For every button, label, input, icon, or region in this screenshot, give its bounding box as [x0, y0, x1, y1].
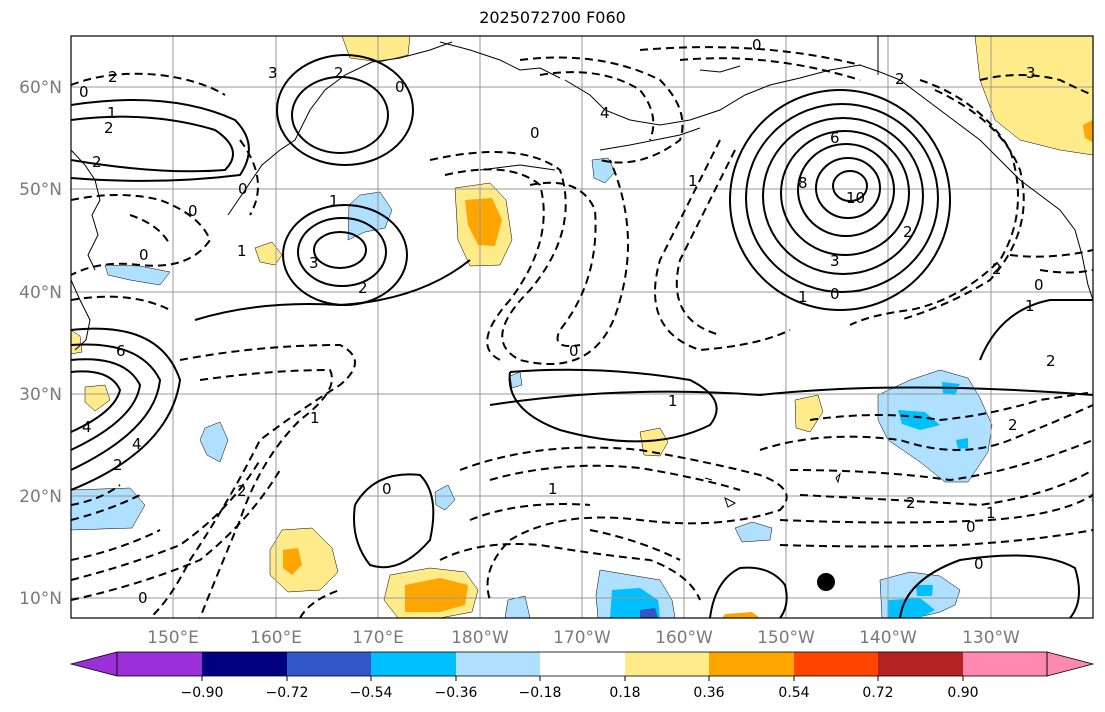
contour-label: 2: [334, 64, 344, 82]
contour-label: 1: [237, 242, 247, 260]
contour-label: 8: [798, 174, 808, 192]
latitude-labels: 60°N 50°N 40°N 30°N 20°N 10°N: [19, 78, 62, 609]
contour-label: 0: [530, 124, 540, 142]
colorbar-segment: [69, 651, 118, 677]
contour-label: 1: [668, 392, 678, 410]
colorbar-tick-label: −0.90: [181, 685, 224, 701]
colorbar-tick-label: 0.18: [609, 685, 640, 701]
contour-label: 0: [382, 480, 392, 498]
contour-label: 4: [600, 104, 610, 122]
colorbar-tick-label: −0.36: [435, 685, 478, 701]
lon-label: 150°W: [757, 628, 815, 648]
colorbar-segment: [1046, 651, 1095, 677]
contour-label: 2: [895, 70, 905, 88]
lon-label: 150°E: [147, 628, 199, 648]
colorbar-segment: [202, 652, 287, 676]
contour-label: 0: [395, 78, 405, 96]
lon-label: 160°E: [250, 628, 302, 648]
contour-label: 3: [268, 64, 278, 82]
colorbar-segment: [963, 652, 1047, 676]
colorbar-segment: [794, 652, 878, 676]
contour-label: 2: [906, 494, 916, 512]
lon-label: 130°W: [962, 628, 1020, 648]
colorbar-tick-label: 0.72: [862, 685, 893, 701]
colorbar-tick-label: 0.54: [778, 685, 809, 701]
shaded-regions: [71, 36, 1093, 618]
contour-label: 0: [188, 202, 198, 220]
lon-label: 170°E: [352, 628, 404, 648]
contour-label: 2: [358, 279, 368, 297]
contour-label: 1: [329, 192, 339, 210]
colorbar-segment: [371, 652, 456, 676]
contour-labels: 2 0 1 2 2 0 4 2 0 1 3 2 0 1 3 2 0 0 4 0 …: [79, 36, 1056, 607]
colorbar-segment: [456, 652, 540, 676]
lat-label: 50°N: [19, 180, 62, 200]
contour-label: 0: [139, 246, 149, 264]
colorbar-tick-label: −0.18: [519, 685, 562, 701]
location-marker: [817, 573, 835, 591]
colorbar-tick-label: −0.54: [350, 685, 393, 701]
contour-label: 1: [1025, 297, 1035, 315]
contour-label: 6: [116, 342, 126, 360]
colorbar-tick-label: 0.36: [693, 685, 724, 701]
contour-label: 2: [237, 482, 247, 500]
lon-label: 180°W: [451, 628, 509, 648]
lat-label: 30°N: [19, 385, 62, 405]
contour-label: 0: [138, 589, 148, 607]
contour-label: 2: [1008, 416, 1018, 434]
contour-label: 0: [569, 342, 579, 360]
contour-label: 6: [830, 129, 840, 147]
contour-label: 0: [966, 518, 976, 536]
contour-label: 4: [132, 435, 142, 453]
colorbar-tick-label: −0.72: [266, 685, 309, 701]
contour-label: 0: [752, 36, 762, 54]
map-title: 2025072700 F060: [479, 8, 626, 27]
contour-label: 1: [548, 480, 558, 498]
colorbar-segment: [540, 652, 625, 676]
colorbar-segment: [287, 652, 371, 676]
colorbar-segment: [625, 652, 709, 676]
colorbar: −0.90 −0.72 −0.54 −0.36 −0.18 0.18 0.36 …: [69, 651, 1095, 701]
contour-label: 1: [798, 288, 808, 306]
contour-label: 2: [113, 456, 123, 474]
contour-label: 2: [992, 260, 1002, 278]
lat-label: 60°N: [19, 78, 62, 98]
colorbar-segment: [709, 652, 794, 676]
contour-label: 2: [108, 68, 118, 86]
colorbar-segment: [117, 652, 202, 676]
colorbar-tick-label: 0.90: [947, 685, 978, 701]
contour-label: 2: [104, 119, 114, 137]
longitude-labels: 150°E 160°E 170°E 180°W 170°W 160°W 150°…: [147, 628, 1020, 648]
contour-label: 0: [238, 180, 248, 198]
contour-label: 2: [1046, 352, 1056, 370]
contour-label: 1: [107, 104, 117, 122]
contour-label: 0: [79, 83, 89, 101]
contour-label: 0: [1034, 276, 1044, 294]
contour-label: 4: [82, 418, 92, 436]
contour-label: 1: [688, 172, 698, 190]
contour-label: 3: [1026, 64, 1036, 82]
contour-label: 3: [309, 254, 319, 272]
lat-label: 20°N: [19, 487, 62, 507]
lat-label: 40°N: [19, 283, 62, 303]
contour-label: 0: [974, 555, 984, 573]
colorbar-segment: [878, 652, 963, 676]
contour-label: 1: [986, 504, 996, 522]
map-frame: [70, 35, 1094, 619]
lat-label: 10°N: [19, 589, 62, 609]
contour-label: 3: [830, 252, 840, 270]
coastlines: [71, 36, 1093, 508]
lon-label: 160°W: [655, 628, 713, 648]
contour-label: 2: [903, 223, 913, 241]
contour-label: 0: [830, 285, 840, 303]
contour-label: 2: [92, 153, 102, 171]
lon-label: 140°W: [859, 628, 917, 648]
contours: [71, 46, 1093, 618]
lon-label: 170°W: [553, 628, 611, 648]
contour-label: 1: [310, 409, 320, 427]
contour-label: 10: [846, 189, 865, 207]
